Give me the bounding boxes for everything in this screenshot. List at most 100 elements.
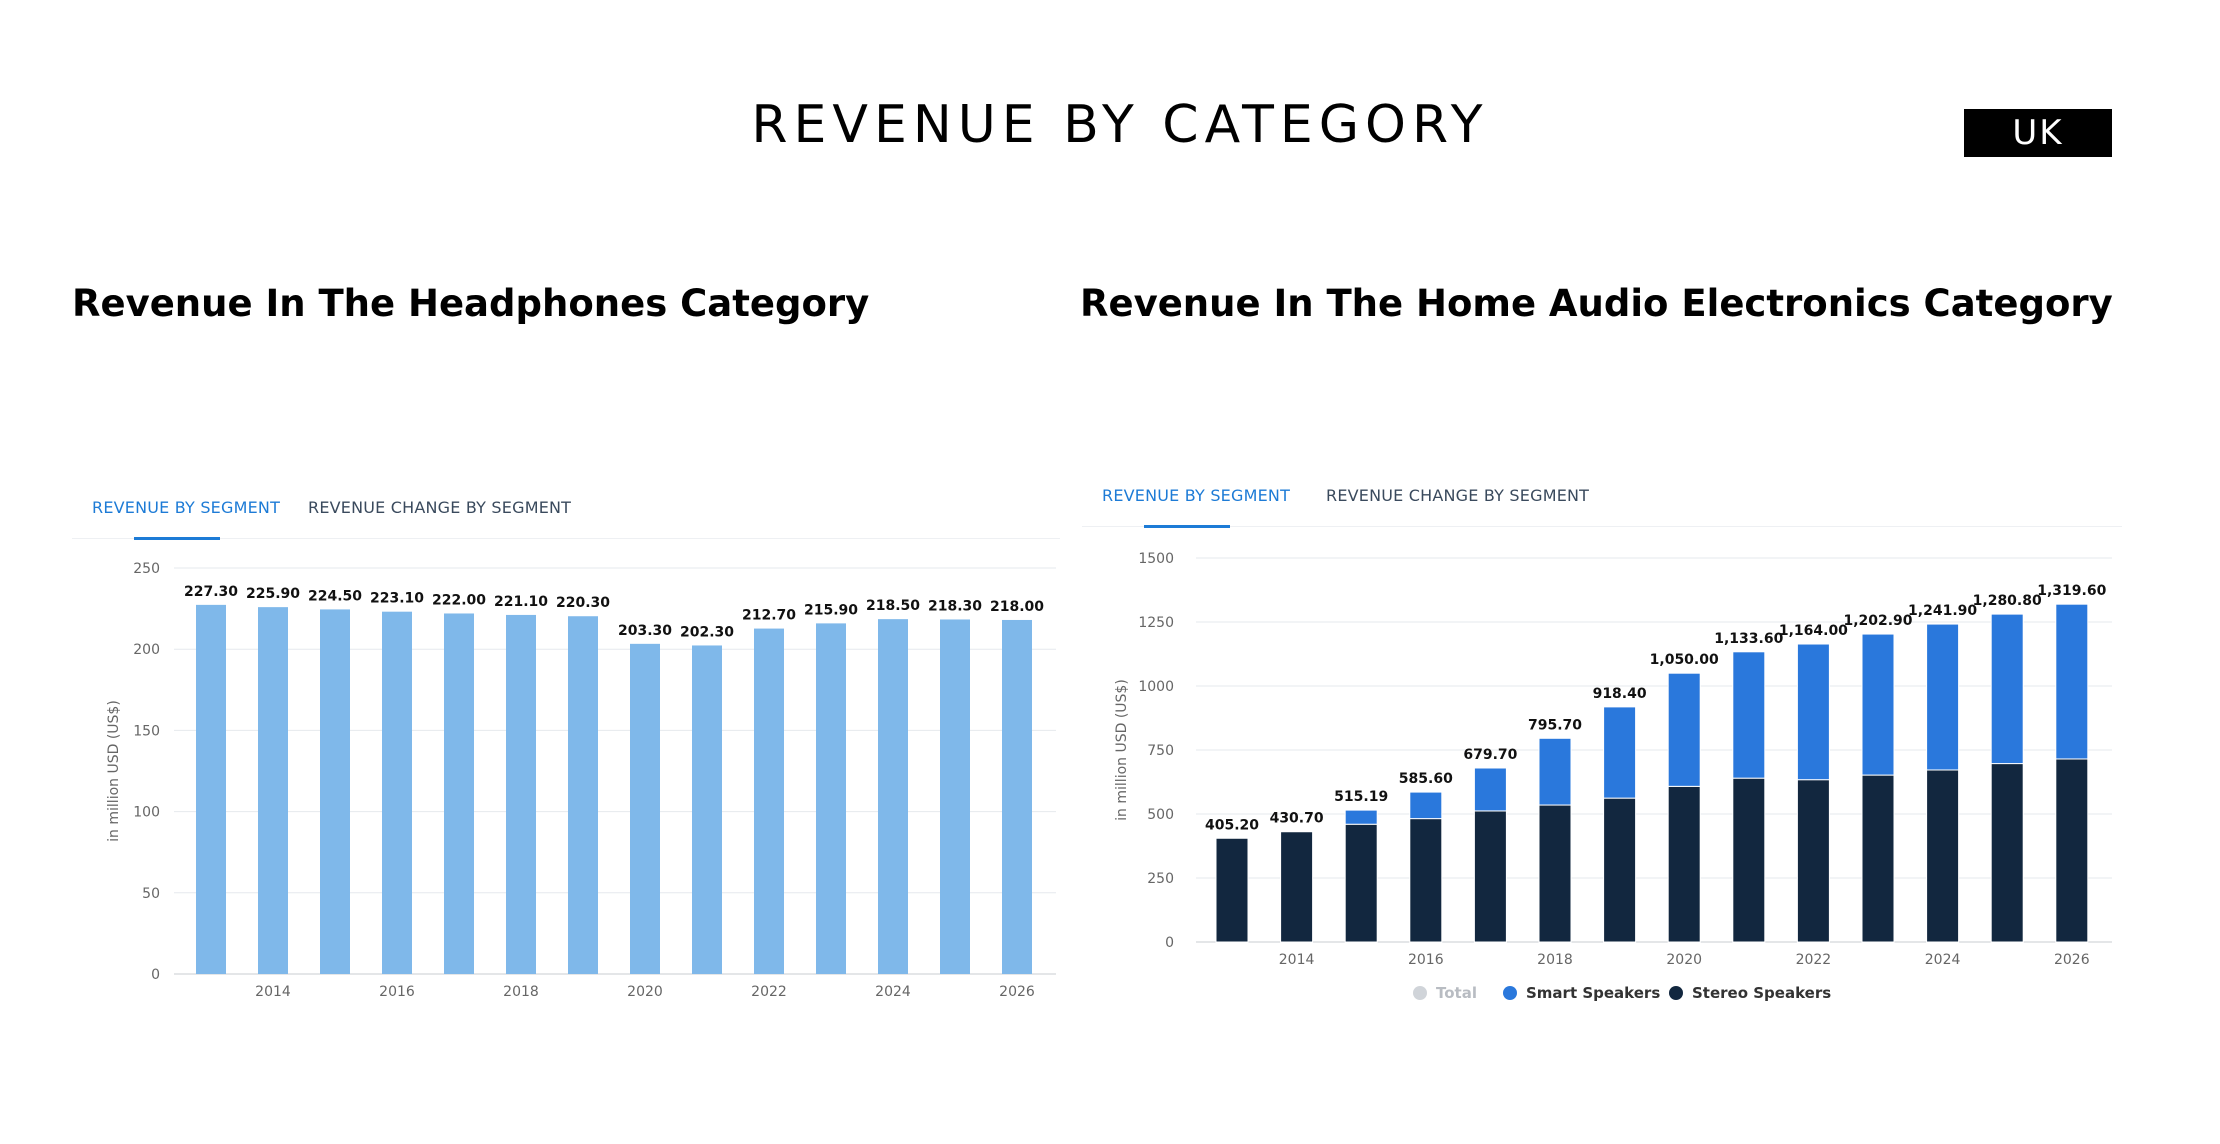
stereo-speakers-bar [1926,769,1960,943]
stereo-speakers-bar [1409,818,1443,943]
headphones-bar [754,628,784,974]
x-tick-label: 2022 [1796,952,1832,968]
legend-marker [1413,986,1427,1000]
headphones-bar [568,616,598,974]
y-tick-label: 100 [133,805,160,821]
data-label: 795.70 [1528,717,1582,733]
data-label: 224.50 [308,588,362,604]
data-label: 202.30 [680,624,734,640]
x-tick-label: 2024 [1925,952,1961,968]
headphones-bar [692,645,722,974]
stereo-speakers-bar [1667,785,1701,943]
y-tick-label: 50 [142,886,160,902]
tab-revenue-by-segment[interactable]: REVENUE BY SEGMENT [92,498,281,517]
y-tick-label: 1250 [1138,615,1174,631]
data-label: 215.90 [804,602,858,618]
smart-speakers-bar [1667,672,1701,787]
page-title: REVENUE BY CATEGORY [751,95,1489,155]
headphones-tab-bar: REVENUE BY SEGMENT REVENUE CHANGE BY SEG… [72,498,1060,540]
y-tick-label: 150 [133,723,160,739]
legend-label: Stereo Speakers [1692,984,1831,1002]
smart-speakers-bar [1409,791,1443,820]
stereo-speakers-bar [1215,837,1249,943]
data-label: 430.70 [1270,811,1324,827]
stereo-speakers-bar [1344,823,1378,943]
smart-speakers-bar [1603,706,1637,799]
y-tick-label: 0 [1165,935,1174,951]
smart-speakers-bar [1990,613,2024,765]
y-axis-title: in million USD (US$) [106,700,122,842]
headphones-bar [258,607,288,974]
tab-revenue-change-by-segment[interactable]: REVENUE CHANGE BY SEGMENT [1326,486,1590,505]
smart-speakers-bar [1926,623,1960,771]
data-label: 1,319.60 [2037,583,2106,599]
x-tick-label: 2016 [1408,952,1444,968]
headphones-bar [630,643,660,974]
y-tick-label: 250 [133,561,160,577]
y-tick-label: 750 [1147,743,1174,759]
tab-revenue-change-by-segment[interactable]: REVENUE CHANGE BY SEGMENT [308,498,572,517]
x-tick-label: 2022 [751,984,787,1000]
y-tick-label: 1000 [1138,679,1174,695]
x-tick-label: 2014 [255,984,291,1000]
home-audio-chart-heading: Revenue In The Home Audio Electronics Ca… [1080,282,2113,325]
y-tick-label: 0 [151,967,160,983]
smart-speakers-bar [1796,643,1830,781]
smart-speakers-bar [1732,651,1766,779]
legend-marker [1503,986,1517,1000]
headphones-bar [506,614,536,974]
stereo-speakers-bar [1473,810,1507,943]
smart-speakers-bar [1538,737,1572,806]
data-label: 585.60 [1399,771,1453,787]
legend-label: Total [1436,984,1477,1002]
x-tick-label: 2020 [1666,952,1702,968]
headphones-chart-heading: Revenue In The Headphones Category [72,282,870,325]
data-label: 203.30 [618,623,672,639]
data-label: 227.30 [184,584,238,600]
x-tick-label: 2016 [379,984,415,1000]
x-tick-label: 2014 [1279,952,1315,968]
smart-speakers-bar [1473,767,1507,812]
smart-speakers-bar [1861,633,1895,776]
data-label: 515.19 [1334,789,1388,805]
y-tick-label: 1500 [1138,551,1174,567]
smart-speakers-bar [2055,603,2089,760]
data-label: 679.70 [1463,747,1517,763]
data-label: 218.30 [928,598,982,614]
y-tick-label: 200 [133,642,160,658]
smart-speakers-bar [1344,809,1378,825]
data-label: 222.00 [432,592,486,608]
data-label: 225.90 [246,586,300,602]
data-label: 1,241.90 [1908,603,1977,619]
headphones-bar [196,604,226,974]
x-tick-label: 2018 [503,984,539,1000]
legend-label: Smart Speakers [1526,984,1660,1002]
data-label: 212.70 [742,608,796,624]
stereo-speakers-bar [1280,831,1314,943]
stereo-speakers-bar [1538,804,1572,943]
home-audio-chart: 0 250 500 750 1000 1250 1500 in million USD (US… [1114,551,2112,1002]
headphones-bar [444,613,474,974]
legend-marker [1669,986,1683,1000]
data-label: 405.20 [1205,817,1259,833]
data-label: 220.30 [556,595,610,611]
active-tab-indicator [134,537,220,540]
headphones-bar [816,623,846,974]
stereo-speakers-bar [1732,777,1766,943]
x-tick-label: 2026 [999,984,1035,1000]
headphones-bar [382,611,412,974]
x-tick-label: 2018 [1537,952,1573,968]
x-tick-label: 2026 [2054,952,2090,968]
x-tick-label: 2024 [875,984,911,1000]
data-label: 1,202.90 [1843,613,1912,629]
active-tab-indicator [1144,525,1230,528]
data-label: 221.10 [494,594,548,610]
stereo-speakers-bar [2055,758,2089,943]
stereo-speakers-bar [1603,797,1637,943]
x-tick-label: 2020 [627,984,663,1000]
tab-revenue-by-segment[interactable]: REVENUE BY SEGMENT [1102,486,1291,505]
data-label: 1,133.60 [1714,631,1783,647]
headphones-bar [320,609,350,974]
data-label: 1,280.80 [1973,593,2042,609]
y-axis-title: in million USD (US$) [1114,679,1130,821]
